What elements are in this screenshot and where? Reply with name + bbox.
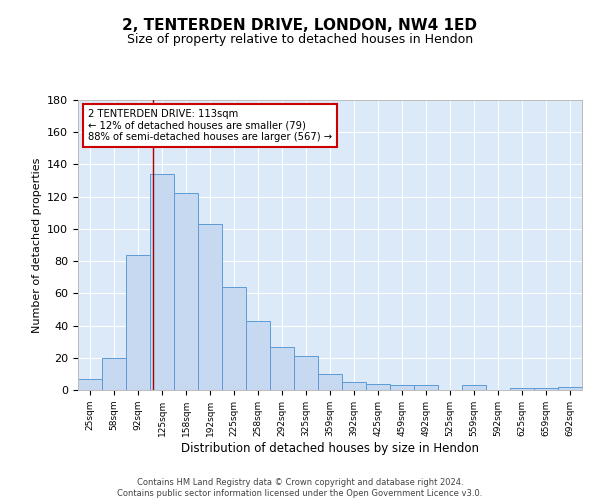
- Bar: [246, 320, 270, 390]
- Bar: [78, 378, 102, 390]
- Bar: [102, 358, 126, 390]
- Bar: [342, 382, 366, 390]
- Text: 2 TENTERDEN DRIVE: 113sqm
← 12% of detached houses are smaller (79)
88% of semi-: 2 TENTERDEN DRIVE: 113sqm ← 12% of detac…: [88, 108, 332, 142]
- Bar: [222, 287, 246, 390]
- X-axis label: Distribution of detached houses by size in Hendon: Distribution of detached houses by size …: [181, 442, 479, 454]
- Text: Contains HM Land Registry data © Crown copyright and database right 2024.
Contai: Contains HM Land Registry data © Crown c…: [118, 478, 482, 498]
- Bar: [390, 385, 414, 390]
- Bar: [198, 224, 222, 390]
- Bar: [510, 388, 534, 390]
- Bar: [462, 385, 486, 390]
- Text: 2, TENTERDEN DRIVE, LONDON, NW4 1ED: 2, TENTERDEN DRIVE, LONDON, NW4 1ED: [122, 18, 478, 32]
- Bar: [294, 356, 318, 390]
- Bar: [534, 388, 558, 390]
- Bar: [318, 374, 342, 390]
- Bar: [366, 384, 390, 390]
- Bar: [558, 387, 582, 390]
- Bar: [126, 254, 150, 390]
- Bar: [414, 385, 438, 390]
- Bar: [270, 346, 294, 390]
- Text: Size of property relative to detached houses in Hendon: Size of property relative to detached ho…: [127, 32, 473, 46]
- Y-axis label: Number of detached properties: Number of detached properties: [32, 158, 41, 332]
- Bar: [174, 194, 198, 390]
- Bar: [150, 174, 174, 390]
